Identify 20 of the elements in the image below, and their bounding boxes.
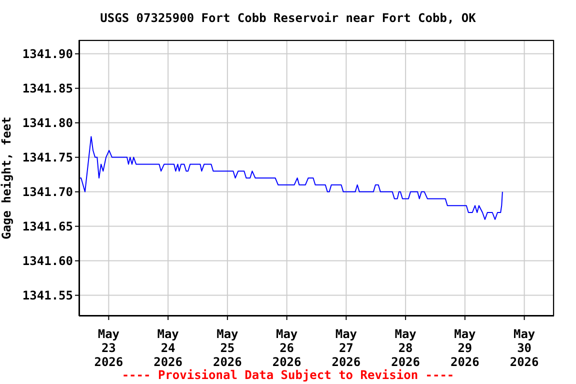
line-series: [79, 136, 503, 220]
y-tick-label: 1341.70: [22, 185, 73, 200]
x-tick-label: May 26 2026: [272, 327, 302, 369]
x-tick-label: May 25 2026: [212, 327, 242, 369]
y-tick-label: 1341.85: [22, 82, 73, 96]
y-axis-title: Gage height, feet: [0, 116, 14, 240]
text: ---- Provisional Data Subject to Revision ----: [120, 368, 456, 382]
y-tick-label: 1341.90: [22, 47, 73, 62]
x-tick-label: May 28 2026: [391, 327, 420, 369]
y-tick-label: 1341.75: [22, 150, 73, 165]
x-tick-label: May 29 2026: [450, 327, 480, 369]
y-tick-label: 1341.80: [22, 116, 73, 130]
x-tick-label: May 24 2026: [154, 327, 183, 369]
chart-title: USGS 07325900 Fort Cobb Reservoir near Fort Cobb, OK: [99, 11, 477, 25]
x-tick-label: May 30 2026: [510, 327, 539, 369]
y-tick-label: 1341.60: [22, 254, 73, 268]
x-tick-label: May 27 2026: [332, 327, 361, 369]
x-tick-label: May 23 2026: [94, 327, 124, 369]
y-tick-label: 1341.55: [22, 288, 73, 303]
y-tick-label: 1341.65: [22, 220, 73, 234]
